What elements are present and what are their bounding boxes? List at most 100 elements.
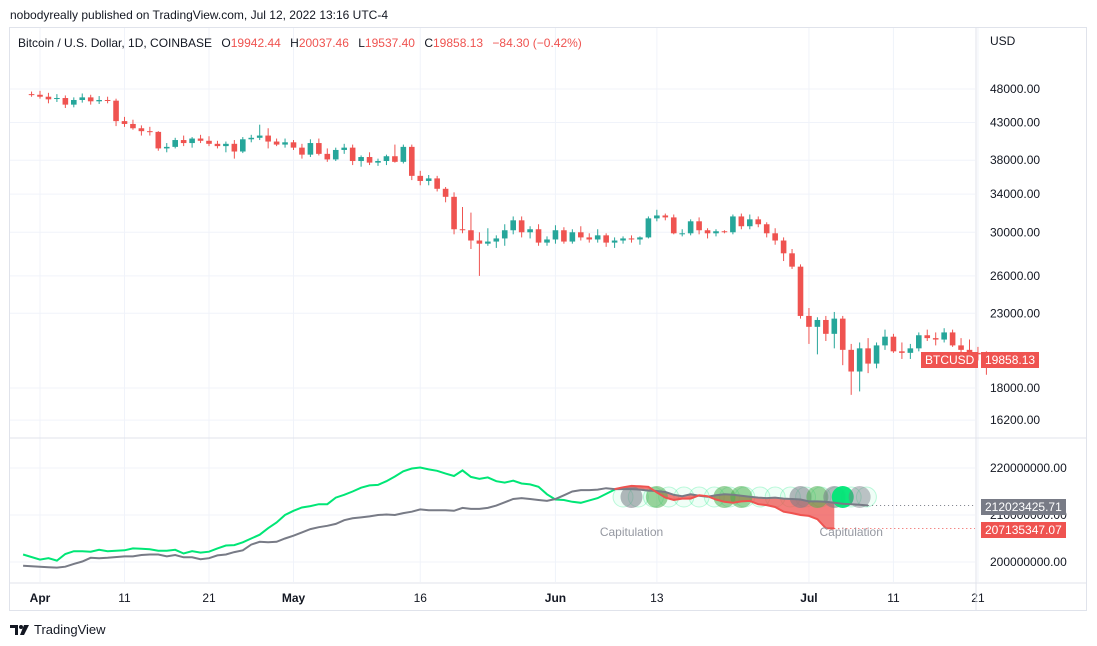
candle-body xyxy=(738,216,745,227)
candle-body xyxy=(949,332,956,346)
indicator-gray-tag: 212023425.71 xyxy=(981,499,1066,515)
candle-body xyxy=(763,224,770,234)
close-label: C xyxy=(424,36,433,50)
open-label: O xyxy=(221,36,231,50)
candle-body xyxy=(730,216,736,233)
tradingview-logo-icon xyxy=(10,624,29,635)
signal-bubble xyxy=(855,486,877,508)
candle-body xyxy=(654,215,660,219)
candle-body xyxy=(172,140,178,147)
chart-frame xyxy=(9,27,1087,611)
candle-body xyxy=(299,147,305,155)
candle-body xyxy=(780,240,787,254)
last-price-tag: 19858.13 xyxy=(981,352,1040,368)
symbol-label[interactable]: Bitcoin / U.S. Dollar, 1D, COINBASE xyxy=(18,36,213,50)
candle-body xyxy=(670,217,677,234)
candle-body xyxy=(231,143,238,152)
time-axis-tick: 11 xyxy=(887,591,900,605)
candle-body xyxy=(865,348,871,364)
candle-body xyxy=(958,345,964,350)
candle-body xyxy=(147,131,153,133)
candle-body xyxy=(789,253,795,267)
currency-label[interactable]: USD xyxy=(990,34,1016,48)
price-axis-tick: 38000.00 xyxy=(990,153,1040,167)
candle-body xyxy=(713,231,719,234)
time-axis-tick: Jun xyxy=(545,591,566,605)
price-axis-tick: 16200.00 xyxy=(990,413,1040,427)
tradingview-brand[interactable]: TradingView xyxy=(34,622,106,637)
candle-body xyxy=(518,220,525,233)
candle-body xyxy=(417,175,424,181)
price-axis-tick: 18000.00 xyxy=(990,381,1040,395)
candle-body xyxy=(290,142,297,148)
time-axis-tick: 21 xyxy=(971,591,985,605)
low-value: 19537.40 xyxy=(364,36,415,50)
candle-body xyxy=(848,349,854,372)
candle-body xyxy=(155,131,162,149)
candle-body xyxy=(87,97,94,102)
price-axis-tick: 48000.00 xyxy=(990,82,1040,96)
candle-body xyxy=(645,218,652,238)
candle-body xyxy=(45,96,52,100)
candle-body xyxy=(873,345,880,364)
candle-body xyxy=(797,266,804,316)
time-axis-tick: 16 xyxy=(414,591,428,605)
candle-body xyxy=(932,338,939,340)
candle-body xyxy=(400,146,407,162)
candle-body xyxy=(578,232,584,238)
candle-body xyxy=(823,319,829,334)
candle-body xyxy=(223,143,229,147)
candle-body xyxy=(806,315,812,327)
candle-body xyxy=(62,98,69,105)
candle-body xyxy=(113,100,119,122)
candle-body xyxy=(265,135,271,142)
candle-body xyxy=(603,235,609,243)
candle-body xyxy=(637,237,643,240)
ohlc-legend: Bitcoin / U.S. Dollar, 1D, COINBASE O199… xyxy=(18,36,582,50)
time-axis-tick: 13 xyxy=(650,591,664,605)
candle-body xyxy=(510,220,516,231)
red-line xyxy=(614,484,835,530)
candle-body xyxy=(180,140,187,144)
capitulation-bubble xyxy=(620,486,643,508)
candle-body xyxy=(316,143,322,154)
time-axis-tick: 11 xyxy=(118,591,131,605)
symbol-price-tag: BTCUSD xyxy=(921,352,979,368)
candle-body xyxy=(189,138,195,144)
candle-body xyxy=(620,238,626,241)
candle-body xyxy=(662,215,669,218)
open-value: 19942.44 xyxy=(230,36,281,50)
candle-body xyxy=(392,156,398,162)
candle-body xyxy=(814,319,821,327)
candle-body xyxy=(924,335,931,339)
candle-body xyxy=(341,147,347,150)
time-axis-tick: Jul xyxy=(800,591,817,605)
candle-body xyxy=(586,237,593,240)
candle-body xyxy=(163,146,170,149)
price-axis-tick: 26000.00 xyxy=(990,269,1040,283)
candle-body xyxy=(611,240,618,243)
candle-body xyxy=(130,123,136,129)
candle-body xyxy=(907,348,914,353)
candle-body xyxy=(104,99,111,101)
change-value: −84.30 (−0.42%) xyxy=(492,36,582,50)
candle-body xyxy=(197,138,204,141)
bearish-cloud xyxy=(614,485,835,529)
candle-body xyxy=(121,121,128,124)
price-axis-tick: 23000.00 xyxy=(990,306,1040,320)
time-axis-tick: May xyxy=(282,591,306,605)
candle-body xyxy=(569,232,576,242)
candle-body xyxy=(721,231,728,233)
capitulation-bubble xyxy=(789,486,812,508)
price-axis-tick: 34000.00 xyxy=(990,187,1040,201)
candle-body xyxy=(248,137,255,140)
candle-body xyxy=(425,178,432,181)
close-value: 19858.13 xyxy=(433,36,484,50)
candle-body xyxy=(856,348,863,372)
candle-body xyxy=(28,94,35,96)
candle-body xyxy=(366,157,373,163)
high-label: H xyxy=(290,36,299,50)
candle-body xyxy=(527,229,533,233)
candle-body xyxy=(501,230,508,239)
